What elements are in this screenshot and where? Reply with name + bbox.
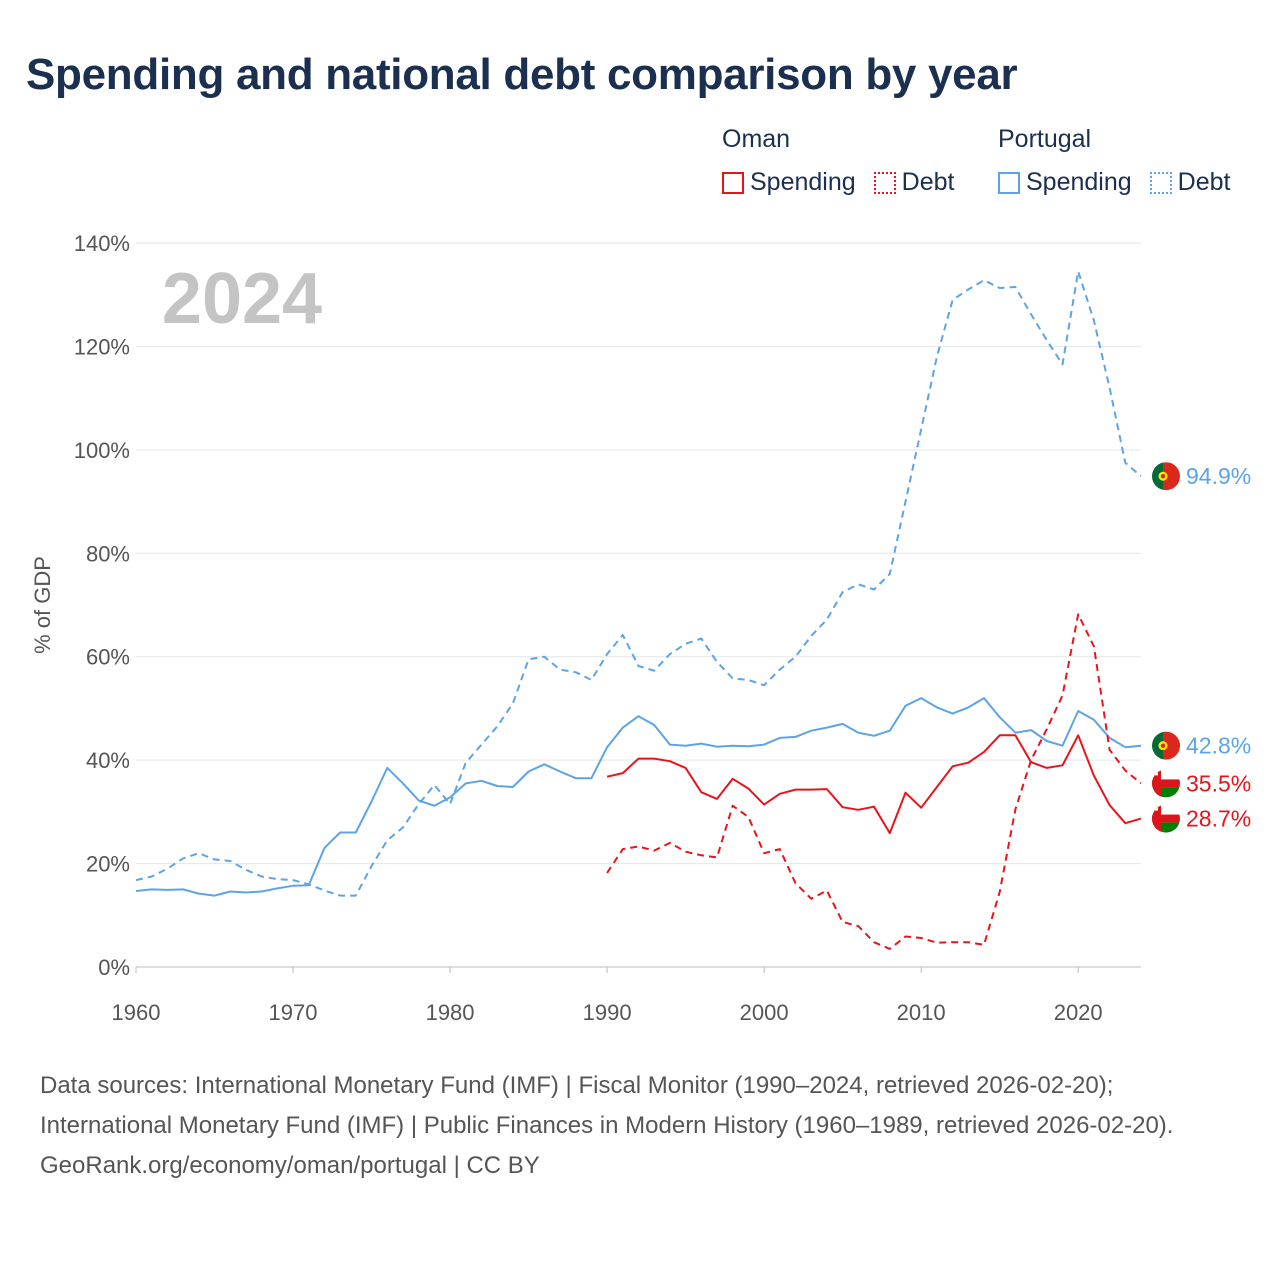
credit-link[interactable]: GeoRank.org/economy/oman/portugal | CC B… — [40, 1152, 540, 1179]
legend-oman-spending-label: Spending — [750, 168, 856, 196]
grid-lines — [136, 242, 1141, 968]
portugal-flag-icon — [1152, 462, 1180, 491]
end-label-oman-debt: 35.5% — [1186, 770, 1251, 796]
portugal-spending-line — [135, 697, 1142, 897]
y-tick-label: 40% — [86, 748, 130, 773]
legend-oman-title: Oman — [722, 125, 791, 153]
portugal-debt-line — [135, 270, 1142, 897]
oman-spending-line — [606, 734, 1142, 835]
y-axis-ticks: 0% 20% 40% 60% 80% 100% 120% 140% — [74, 231, 130, 980]
x-axis-ticks: 1960 1970 1980 1990 2000 2010 2020 — [112, 967, 1103, 1025]
y-tick-label: 140% — [74, 231, 130, 256]
x-tick-label: 2000 — [740, 1000, 789, 1025]
end-label-oman-spending: 28.7% — [1186, 806, 1251, 832]
legend-oman: Oman Spending Debt — [722, 125, 972, 197]
legend-portugal-debt-label: Debt — [1177, 168, 1231, 196]
legend-portugal-debt[interactable]: Debt — [1149, 168, 1231, 197]
y-tick-label: 100% — [74, 438, 130, 463]
series-lines — [135, 270, 1142, 950]
y-tick-label: 60% — [86, 645, 130, 670]
chart-title: Spending and national debt comparison by… — [26, 50, 1018, 99]
portugal-flag-icon — [1152, 731, 1180, 760]
oman-flag-icon — [1152, 804, 1180, 833]
legend-portugal-title: Portugal — [998, 125, 1092, 153]
x-tick-label: 2010 — [897, 1000, 946, 1025]
x-tick-label: 1960 — [112, 1000, 161, 1025]
y-axis-label: % of GDP — [30, 556, 55, 654]
legend-swatch-solid — [722, 171, 744, 194]
legend-swatch-dotted — [873, 171, 896, 194]
end-label-portugal-debt: 94.9% — [1186, 463, 1251, 489]
y-tick-label: 0% — [98, 955, 130, 980]
footer: Data sources: International Monetary Fun… — [40, 1066, 1240, 1186]
oman-flag-icon — [1152, 769, 1180, 798]
y-tick-label: 120% — [74, 334, 130, 359]
end-label-portugal-spending: 42.8% — [1186, 733, 1251, 759]
x-tick-label: 1970 — [269, 1000, 318, 1025]
legend-swatch-dotted — [1149, 171, 1172, 194]
oman-debt-line — [606, 613, 1142, 950]
legend-oman-debt[interactable]: Debt — [873, 168, 955, 197]
x-tick-label: 2020 — [1054, 1000, 1103, 1025]
legend-portugal: Portugal Spending Debt — [998, 125, 1230, 197]
x-tick-label: 1980 — [426, 1000, 475, 1025]
y-tick-label: 20% — [86, 852, 130, 877]
legend-oman-spending[interactable]: Spending — [722, 168, 856, 197]
end-labels: 94.9% 42.8% 35.5% 28.7% — [1152, 462, 1251, 833]
legend-oman-debt-label: Debt — [901, 168, 955, 196]
legend-swatch-solid — [998, 171, 1020, 194]
year-label: 2024 — [162, 259, 322, 339]
x-tick-label: 1990 — [583, 1000, 632, 1025]
legend-portugal-spending-label: Spending — [1026, 168, 1132, 196]
legend-portugal-spending[interactable]: Spending — [998, 168, 1132, 197]
line-chart: 2024 % of GDP 0% 20% 40% 60% 80% 100% 120% 140%… — [30, 231, 1251, 1025]
data-sources: Data sources: International Monetary Fun… — [40, 1072, 1174, 1139]
y-tick-label: 80% — [86, 541, 130, 566]
